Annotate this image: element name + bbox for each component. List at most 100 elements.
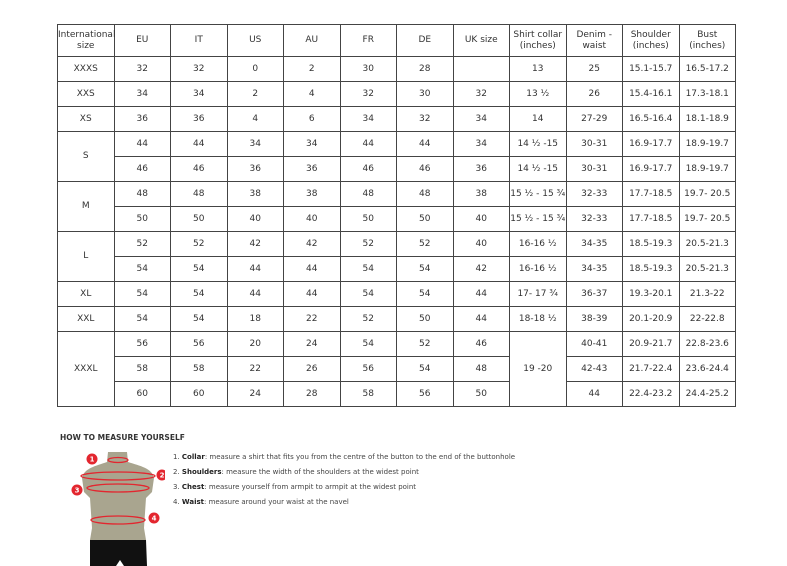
table-cell: 48 xyxy=(452,356,510,382)
table-cell: 38 xyxy=(452,181,510,207)
marker-1-label: 1 xyxy=(90,456,95,464)
table-cell: 54 xyxy=(170,256,228,282)
table-cell: 30 xyxy=(396,81,454,107)
step-collar: 1. Collar: measure a shirt that fits you… xyxy=(173,453,516,461)
table-cell: 54 xyxy=(396,281,454,307)
table-cell: 48 xyxy=(396,181,454,207)
size-label-cell: M xyxy=(57,181,115,232)
table-cell: 54 xyxy=(396,256,454,282)
table-cell: 44 xyxy=(339,131,397,157)
column-header: Shoulder (inches) xyxy=(622,24,680,57)
table-cell: 58 xyxy=(339,381,397,407)
table-cell: 4 xyxy=(283,81,341,107)
table-cell: 54 xyxy=(396,356,454,382)
table-cell: 22.4-23.2 xyxy=(622,381,680,407)
torso-shape xyxy=(82,452,154,540)
table-cell: 34-35 xyxy=(565,231,623,257)
table-cell: 32 xyxy=(339,81,397,107)
table-cell: 18 xyxy=(226,306,284,332)
marker-2-label: 2 xyxy=(160,472,165,480)
table-cell: 16-16 ½ xyxy=(509,256,567,282)
table-row: XXL 54 54 18 22 52 50 44 18-18 ½ 38-39 20.1-20.9 22… xyxy=(57,306,736,332)
table-cell: 54 xyxy=(339,331,397,357)
table-cell: 52 xyxy=(170,231,228,257)
table-cell: 34-35 xyxy=(565,256,623,282)
column-header: US xyxy=(226,24,284,57)
size-label-cell: L xyxy=(57,231,115,282)
table-row: 54 54 44 44 54 54 42 16-16 ½ 34-35 18.5-19.3 20.5-… xyxy=(58,256,736,282)
table-cell: 32 xyxy=(113,56,171,82)
table-cell: 44 xyxy=(226,256,284,282)
table-cell: 34 xyxy=(113,81,171,107)
table-row: S 44 44 34 34 44 44 34 14 ½ -15 30-31 16.9-17.7 18.… xyxy=(57,131,736,182)
table-cell: 24 xyxy=(226,381,284,407)
table-cell: 40 xyxy=(452,231,510,257)
column-header: EU xyxy=(113,24,171,57)
table-cell: 36 xyxy=(452,156,510,182)
table-cell: 20.5-21.3 xyxy=(678,231,736,257)
step-shoulders: 2. Shoulders: measure the width of the s… xyxy=(173,468,419,476)
table-cell: 54 xyxy=(339,256,397,282)
table-cell: 46 xyxy=(170,156,228,182)
table-row: 50 50 40 40 50 50 40 15 ½ - 15 ¾ 32-33 17.7-18.5 1… xyxy=(58,206,736,232)
table-cell: 60 xyxy=(170,381,228,407)
table-cell: 34 xyxy=(170,81,228,107)
table-cell: 36 xyxy=(283,156,341,182)
table-cell: 52 xyxy=(339,231,397,257)
table-cell: 34 xyxy=(452,131,510,157)
step-chest: 3. Chest: measure yourself from armpit t… xyxy=(173,483,417,491)
column-header: FR xyxy=(339,24,397,57)
table-cell: 46 xyxy=(339,156,397,182)
table-row: XXXS 32 32 0 2 30 28 13 25 15.1-15.7 16.5-17.2 xyxy=(57,56,736,82)
table-cell: 17.7-18.5 xyxy=(622,181,680,207)
table-cell: 2 xyxy=(283,56,341,82)
table-cell: 44 xyxy=(283,281,341,307)
table-cell: 32 xyxy=(396,106,454,132)
table-cell: 52 xyxy=(396,331,454,357)
table-cell: 56 xyxy=(396,381,454,407)
table-cell: 34 xyxy=(283,131,341,157)
column-header: DE xyxy=(396,24,454,57)
table-cell: 20.1-20.9 xyxy=(622,306,680,332)
table-cell: 54 xyxy=(113,281,171,307)
table-cell: 19.7- 20.5 xyxy=(678,181,736,207)
table-cell: 42 xyxy=(226,231,284,257)
table-cell: 46 xyxy=(113,156,171,182)
table-cell: 17.3-18.1 xyxy=(678,81,736,107)
table-cell: 32 xyxy=(452,81,510,107)
table-cell: 16.5-16.4 xyxy=(622,106,680,132)
table-cell: 54 xyxy=(339,281,397,307)
table-cell: 44 xyxy=(452,306,510,332)
table-cell: 21.3-22 xyxy=(678,281,736,307)
table-cell: 48 xyxy=(339,181,397,207)
size-label-cell: S xyxy=(57,131,115,182)
table-cell: 15.1-15.7 xyxy=(622,56,680,82)
table-cell: 60 xyxy=(113,381,171,407)
measure-steps-list: 1. Collar: measure a shirt that fits you… xyxy=(173,452,515,512)
table-cell: 4 xyxy=(226,106,284,132)
table-row: 60 60 24 28 58 56 50 44 22.4-23.2 24.4-25.2 xyxy=(58,381,736,407)
table-cell: 16.5-17.2 xyxy=(678,56,736,82)
table-cell: 18-18 ½ xyxy=(509,306,567,332)
torso-measure-illustration: 1 2 3 4 xyxy=(71,452,165,566)
column-header: Shirt collar (inches) xyxy=(509,24,567,57)
table-cell: 50 xyxy=(396,306,454,332)
table-cell: 36 xyxy=(226,156,284,182)
table-cell xyxy=(452,56,510,82)
table-cell: 34 xyxy=(226,131,284,157)
table-cell: 50 xyxy=(113,206,171,232)
size-label-cell: XXXS xyxy=(57,56,115,82)
table-cell: 36 xyxy=(113,106,171,132)
column-header: IT xyxy=(170,24,228,57)
table-cell: 48 xyxy=(170,181,228,207)
table-cell: 22 xyxy=(283,306,341,332)
table-cell: 15 ½ - 15 ¾ xyxy=(509,181,567,207)
table-cell: 23.6-24.4 xyxy=(678,356,736,382)
table-cell: 30-31 xyxy=(565,131,623,157)
table-cell: 2 xyxy=(226,81,284,107)
size-label-cell: XXS xyxy=(57,81,115,107)
table-cell: 22 xyxy=(226,356,284,382)
table-cell: 34 xyxy=(339,106,397,132)
table-cell: 32-33 xyxy=(565,181,623,207)
marker-3 xyxy=(71,484,83,496)
